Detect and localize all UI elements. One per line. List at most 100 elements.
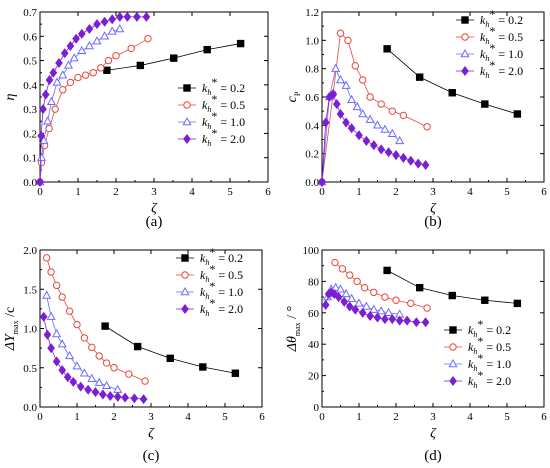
data-point bbox=[139, 394, 148, 405]
data-point bbox=[395, 135, 405, 145]
data-point bbox=[381, 314, 389, 325]
legend-entry-label: kh* = 2.0 bbox=[202, 126, 245, 148]
data-point bbox=[144, 35, 152, 43]
x-tick-label: 4 bbox=[189, 186, 195, 198]
data-point bbox=[166, 354, 174, 363]
series-k-0-5 bbox=[331, 258, 431, 312]
panel-c: 0 1 2 3 4 5 6 0.0 0.5 1.0 1.5 2.0 ζ ΔYmax /c kh* = 0.2… bbox=[3, 245, 265, 464]
data-point bbox=[369, 140, 378, 151]
x-tick-label: 6 bbox=[541, 186, 547, 198]
data-point bbox=[43, 116, 53, 125]
data-point bbox=[383, 45, 391, 53]
data-point bbox=[346, 271, 354, 279]
data-point bbox=[321, 117, 330, 128]
legend-entry-label: kh* = 0.5 bbox=[202, 92, 245, 114]
y-axis-title: cP bbox=[285, 91, 302, 102]
data-point bbox=[106, 390, 115, 402]
data-point bbox=[321, 299, 330, 310]
data-point bbox=[395, 315, 404, 326]
y-tick-label: 0.0 bbox=[305, 177, 319, 189]
legend-marker bbox=[449, 326, 457, 334]
y-tick-label: 0.3 bbox=[23, 104, 37, 116]
data-point bbox=[341, 80, 351, 89]
data-point bbox=[406, 155, 415, 166]
data-point bbox=[100, 31, 110, 40]
data-point bbox=[359, 76, 367, 84]
x-tick-label: 1 bbox=[75, 186, 81, 198]
data-point bbox=[387, 128, 397, 138]
data-point bbox=[97, 64, 105, 72]
data-point bbox=[108, 14, 117, 25]
data-point bbox=[107, 26, 117, 35]
series-k-1-0 bbox=[323, 282, 405, 318]
y-tick-label: 0.4 bbox=[305, 120, 319, 132]
data-point bbox=[46, 311, 56, 320]
y-tick-label: 1.0 bbox=[305, 35, 319, 47]
x-tick-label: 1 bbox=[356, 186, 362, 198]
data-point bbox=[407, 299, 415, 308]
legend: kh* = 0.2kh* = 0.5kh* = 1.0kh* = 2.0 bbox=[456, 7, 523, 80]
data-point bbox=[95, 352, 103, 360]
data-point bbox=[66, 40, 75, 52]
data-point bbox=[318, 176, 326, 188]
panel-label: (c) bbox=[143, 448, 160, 464]
data-point bbox=[423, 304, 431, 312]
x-tick-label: 6 bbox=[259, 411, 265, 423]
legend-marker bbox=[460, 48, 470, 58]
y-tick-label: 0.0 bbox=[23, 402, 37, 414]
data-point bbox=[369, 304, 379, 313]
data-point bbox=[113, 391, 122, 402]
data-point bbox=[351, 304, 360, 315]
legend-marker bbox=[461, 16, 469, 24]
data-point bbox=[88, 343, 96, 352]
data-point bbox=[84, 384, 92, 395]
data-point bbox=[338, 265, 347, 273]
data-point bbox=[94, 377, 104, 386]
data-point bbox=[66, 78, 75, 87]
series-line bbox=[104, 325, 236, 374]
data-point bbox=[344, 36, 352, 45]
x-axis-title: ζ bbox=[151, 201, 158, 216]
x-tick-label: 6 bbox=[541, 411, 547, 423]
legend-marker bbox=[181, 271, 189, 279]
data-point bbox=[332, 99, 341, 110]
legend-entry-label: kh* = 1.0 bbox=[202, 109, 245, 131]
x-tick-label: 3 bbox=[430, 411, 436, 423]
x-tick-label: 1 bbox=[356, 411, 362, 423]
data-point bbox=[513, 299, 522, 308]
data-point bbox=[481, 296, 489, 304]
series-k-0-5 bbox=[36, 35, 152, 186]
data-point bbox=[231, 369, 240, 377]
data-point bbox=[340, 296, 349, 307]
data-point bbox=[76, 381, 85, 392]
data-point bbox=[136, 61, 145, 70]
data-point bbox=[51, 105, 59, 113]
series-k-2-0 bbox=[36, 11, 151, 188]
data-point bbox=[125, 370, 133, 378]
y-tick-label: 0.8 bbox=[305, 64, 319, 76]
series-line bbox=[43, 316, 144, 400]
x-tick-label: 3 bbox=[148, 411, 154, 423]
y-tick-label: 0.5 bbox=[23, 363, 37, 375]
data-point bbox=[115, 11, 124, 22]
data-point bbox=[334, 292, 343, 303]
data-point bbox=[336, 108, 345, 120]
data-point bbox=[366, 310, 374, 321]
legend-marker bbox=[183, 133, 191, 145]
data-point bbox=[388, 314, 397, 325]
data-point bbox=[46, 96, 56, 106]
legend-entry-label: kh* = 0.2 bbox=[200, 245, 243, 267]
data-point bbox=[73, 320, 81, 329]
data-point bbox=[112, 52, 120, 60]
y-axis-title: ΔYmax /c bbox=[3, 307, 20, 351]
x-tick-label: 5 bbox=[504, 186, 510, 198]
x-tick-label: 4 bbox=[467, 411, 473, 423]
data-point bbox=[85, 23, 94, 35]
data-point bbox=[110, 364, 118, 372]
data-point bbox=[72, 33, 80, 44]
data-point bbox=[69, 53, 79, 62]
data-point bbox=[345, 301, 354, 312]
data-point bbox=[199, 363, 207, 371]
data-point bbox=[130, 393, 139, 404]
data-point bbox=[415, 73, 424, 81]
